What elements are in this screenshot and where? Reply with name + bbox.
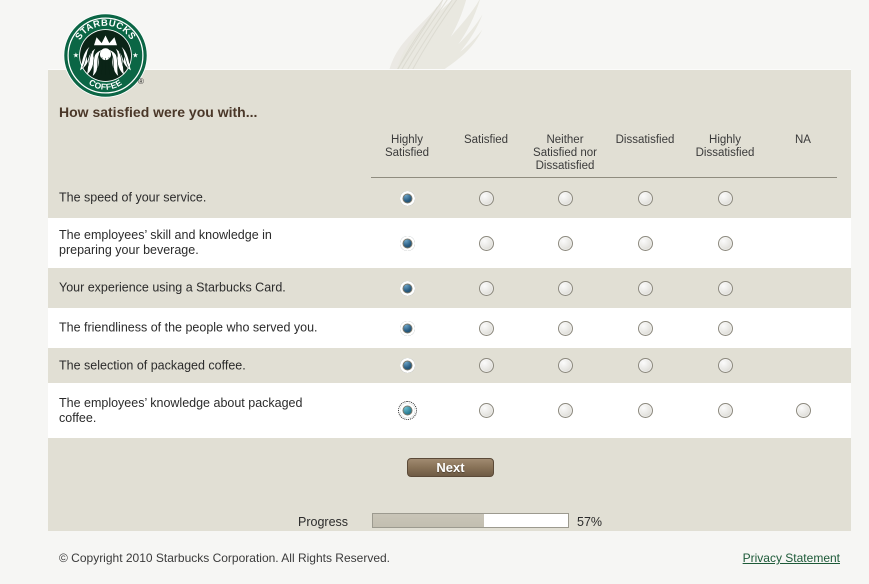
svg-text:★: ★	[73, 52, 79, 60]
svg-text:★: ★	[132, 52, 138, 60]
